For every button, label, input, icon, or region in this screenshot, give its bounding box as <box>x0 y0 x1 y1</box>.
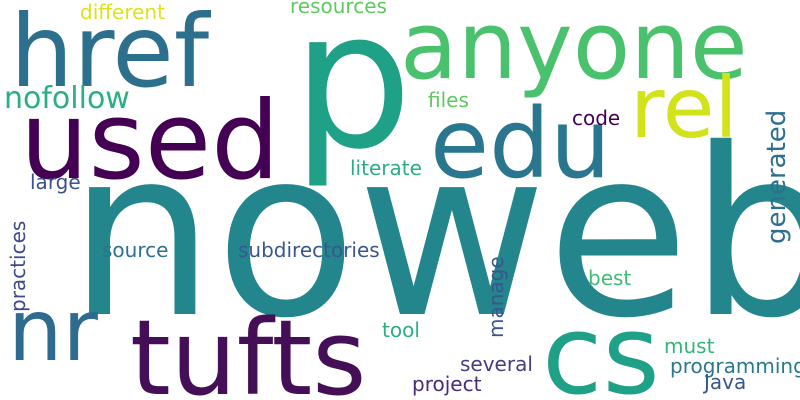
word-large: literate <box>350 156 422 180</box>
word-used: used <box>20 79 280 204</box>
word-nr: nr <box>8 281 98 381</box>
word-generated: programming <box>670 354 800 378</box>
word-anyone: anyone <box>400 0 748 101</box>
word-resources: resources <box>290 0 387 18</box>
word-source: large <box>30 170 81 194</box>
word-edu: edu <box>430 88 611 200</box>
word-code: code <box>572 106 621 130</box>
word-java: several <box>460 352 533 376</box>
word-subdirectories: practices <box>6 220 30 312</box>
word-nofollow: nofollow <box>4 81 130 116</box>
word-noweb: noweb <box>68 99 800 369</box>
word-cs: cs <box>542 291 660 400</box>
word-files: files <box>428 88 469 112</box>
word-manage: Java <box>704 370 747 394</box>
word-practices: project <box>412 372 482 396</box>
word-tufts: tufts <box>130 297 367 400</box>
word-different: different <box>80 0 165 24</box>
word-best: source <box>102 238 169 262</box>
word-programming: tool <box>382 318 420 342</box>
word-several: manage <box>484 256 508 338</box>
word-project: must <box>664 334 715 358</box>
word-tool: subdirectories <box>238 238 380 262</box>
word-p: p <box>292 0 413 191</box>
word-href: href <box>10 0 210 110</box>
word-rel: rel <box>630 59 738 157</box>
word-literate: generated <box>762 109 792 244</box>
word-must: best <box>588 266 632 290</box>
